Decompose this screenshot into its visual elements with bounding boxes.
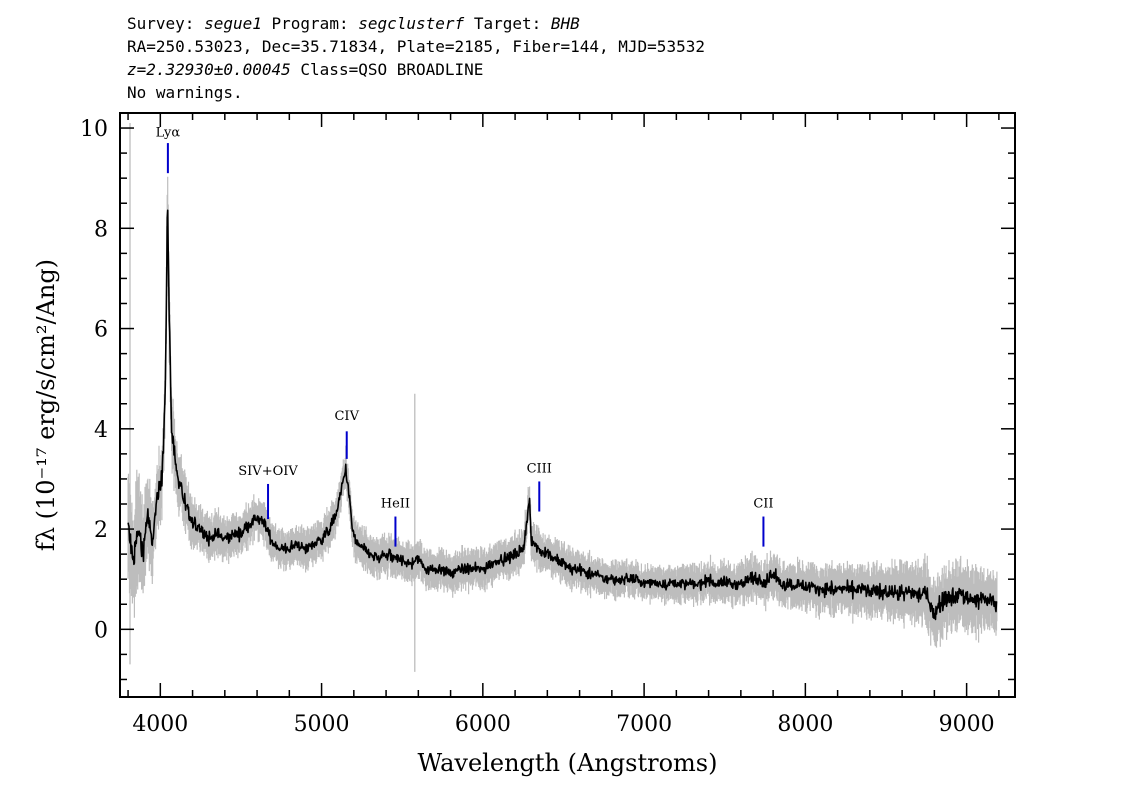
redshift-value: z=2.32930±0.00045 bbox=[127, 60, 291, 79]
header-line-warnings: No warnings. bbox=[127, 83, 243, 102]
x-tick-label-9000: 9000 bbox=[939, 712, 995, 737]
program-value: segclusterf bbox=[358, 14, 465, 33]
spectrum-header: Survey: segue1 Program: segclusterf Targ… bbox=[127, 12, 705, 104]
survey-value: segue1 bbox=[204, 14, 262, 33]
axes-layer: 4000 5000 6000 7000 8000 9000 0 2 4 6 8 10 bbox=[80, 112, 1016, 737]
emission-line-layer: Lyα SIV+OIV CIV HeII CIII CII bbox=[156, 126, 774, 547]
class-value: Class=QSO BROADLINE bbox=[300, 60, 484, 79]
spectrum-layer bbox=[127, 209, 998, 621]
x-tick-label-6000: 6000 bbox=[455, 712, 511, 737]
emission-label-heii: HeII bbox=[381, 497, 410, 512]
header-line-survey: Survey: segue1 Program: segclusterf Targ… bbox=[127, 12, 705, 35]
emission-label-siv-oiv: SIV+OIV bbox=[238, 464, 298, 479]
spectrum-line bbox=[127, 209, 998, 621]
x-tick-label-4000: 4000 bbox=[132, 712, 188, 737]
x-axis-title: Wavelength (Angstroms) bbox=[418, 749, 718, 777]
header-line-redshift: z=2.32930±0.00045 Class=QSO BROADLINE bbox=[127, 58, 705, 81]
emission-label-ciii: CIII bbox=[527, 461, 552, 476]
y-tick-label-0: 0 bbox=[94, 618, 108, 643]
y-tick-label-10: 10 bbox=[80, 117, 108, 142]
target-value: BHB bbox=[550, 14, 580, 33]
emission-label-civ: CIV bbox=[334, 409, 359, 424]
survey-label: Survey: bbox=[127, 14, 195, 33]
emission-label-cii: CII bbox=[753, 497, 773, 512]
emission-label-ly-: Lyα bbox=[156, 126, 181, 141]
y-axis-title: fλ (10⁻¹⁷ erg/s/cm²/Ang) bbox=[32, 259, 60, 551]
y-tick-label-2: 2 bbox=[94, 518, 108, 543]
program-label: Program: bbox=[271, 14, 349, 33]
noise-spike-layer bbox=[129, 123, 416, 672]
target-label: Target: bbox=[473, 14, 542, 33]
plot-frame bbox=[119, 112, 1016, 698]
header-line-coordinates: RA=250.53023, Dec=35.71834, Plate=2185, … bbox=[127, 37, 705, 56]
x-tick-label-7000: 7000 bbox=[616, 712, 672, 737]
error-band-layer bbox=[127, 176, 998, 648]
y-tick-label-8: 8 bbox=[94, 217, 108, 242]
error-band bbox=[127, 176, 998, 648]
y-tick-label-6: 6 bbox=[94, 318, 108, 343]
x-tick-label-5000: 5000 bbox=[294, 712, 350, 737]
y-tick-label-4: 4 bbox=[94, 418, 108, 443]
x-tick-label-8000: 8000 bbox=[777, 712, 833, 737]
